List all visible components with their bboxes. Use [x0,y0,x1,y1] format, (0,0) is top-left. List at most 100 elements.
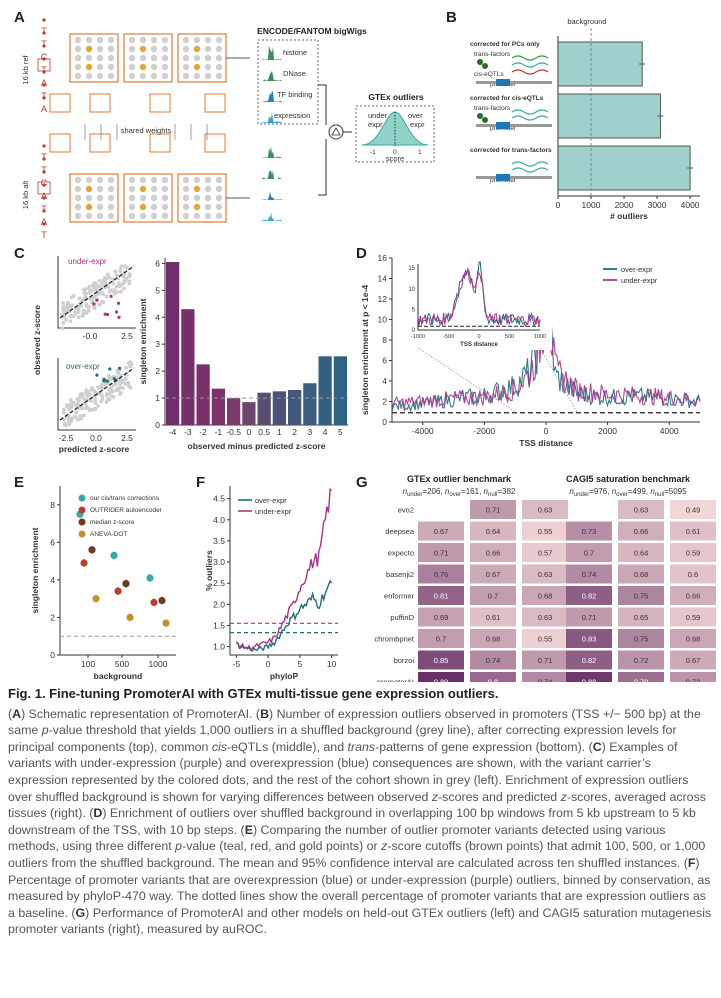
scatter-point [82,397,86,402]
g-cell-left [470,650,516,670]
scatter-point [117,377,122,382]
d-inset-ytick: 0 [412,328,416,334]
scatter-point [93,407,98,412]
f-legend-under: under-expr [255,507,292,516]
g-cell-value: 0.71 [434,549,449,558]
g-cell-left [522,672,568,682]
g-cell-value: 0.67 [686,656,701,665]
g-cell-value: 0.63 [538,506,553,515]
panel-d: D 0 2 4 6 8 10 12 14 16 -4000 -2000 0 2000 4000 TSS di… [356,245,701,448]
network-node [85,194,93,202]
f-xlabel: phyloP [270,671,299,681]
panel-a-letter: A [14,9,25,26]
g-cell-left [522,586,568,605]
g-cell-value: 0.67 [434,527,449,536]
g-cell-right [670,564,716,584]
c-xlabel: observed minus predicted z-score [188,441,326,451]
network-node [193,54,201,62]
d-inset-ytick: 5 [412,307,416,313]
g-cell-value: 0.89 [434,678,449,683]
c-xtick-label: -4 [169,427,177,437]
g-model-label: promoterAI [377,678,414,683]
g-title-left: GTEx outlier benchmark [407,474,512,484]
network-node [128,185,136,193]
seq-base: T [41,39,47,49]
score-tick-neg: -1 [370,149,376,156]
network-node [150,185,158,193]
f-ytick-label: 3.5 [213,536,225,546]
subtract-icon [328,124,344,140]
scatter-point [100,386,105,391]
bigwig-track [262,90,282,102]
scatter-point [66,415,71,420]
e-ylabel: singleton enrichment [30,527,40,613]
scatter-point [91,295,95,300]
f-ytick-label: 1.5 [213,620,225,630]
network-node [85,36,93,44]
g-cell-value: 0.71 [582,613,597,622]
scatter-point [62,407,66,412]
g-cell-value: 0.81 [434,592,449,601]
network-block [149,93,171,113]
panel-d-letter: D [356,245,367,262]
panel-e-letter: E [14,474,24,491]
seq-base: T [41,204,47,214]
seq-base: T [41,91,47,101]
g-n-right: nunder=976, nover=499, nnull=5095 [569,487,687,498]
g-cell-right [618,629,664,648]
network-node [139,45,147,53]
scatter-point [72,314,76,319]
g-cell-value: 0.73 [582,527,597,536]
c-xtick-label: -2 [199,427,207,437]
network-node [85,203,93,211]
g-cell-left [418,521,464,541]
seq-dot [42,31,46,35]
scatter-point [115,375,119,380]
d-ytick-label: 2 [382,397,387,407]
c-bar [242,402,256,425]
network-alt [49,133,250,223]
scatter-point [104,294,109,299]
network-node [107,212,115,220]
network-ref [49,33,250,113]
g-cell-value: 0.64 [486,527,501,536]
b-bar [557,93,661,139]
scatter-point [123,376,128,381]
d-inset-xtick: 0 [477,334,480,340]
g-title-right: CAGI5 saturation benchmark [566,474,691,484]
g-cell-value: 0.66 [634,527,649,536]
network-node [215,45,223,53]
scatter-point [118,390,123,395]
network-node [215,194,223,202]
seq-base: A [41,191,47,201]
scatter-point [82,291,87,295]
network-node [96,63,104,71]
g-cell-right [566,564,612,584]
network-node [74,72,82,80]
variant-box [37,58,51,72]
scatter-point [107,275,112,280]
seq-dot [42,183,46,187]
chart-f: 1.0 1.5 2.0 2.5 3.0 3.5 4.0 4.5 -5 0 5 10 phyloP % ou… [204,486,338,681]
scatter-point [68,398,73,402]
scatter-carrier-point [95,373,99,377]
c-bar [333,356,347,425]
f-xtick-label: 0 [266,659,271,669]
g-cell-right [566,607,612,627]
e-legend-2: median z-score [90,519,135,526]
score-tick-pos: 1 [418,149,422,156]
g-cell-left [418,672,464,682]
network-node [96,54,104,62]
c-xtick-label: 3 [308,427,313,437]
scatter-point [76,417,80,422]
g-cell-value: 0.88 [582,678,597,683]
network-node [107,203,115,211]
d-ytick-label: 16 [378,253,388,263]
shared-weights-arrows [84,124,208,140]
scatter-point [127,274,132,279]
scatter-point [100,299,104,304]
scatter-point [64,317,69,322]
c-ytick-label: 0 [155,420,160,430]
g-cell-value: 0.74 [582,570,597,579]
c-xtick-label: -3 [184,427,192,437]
